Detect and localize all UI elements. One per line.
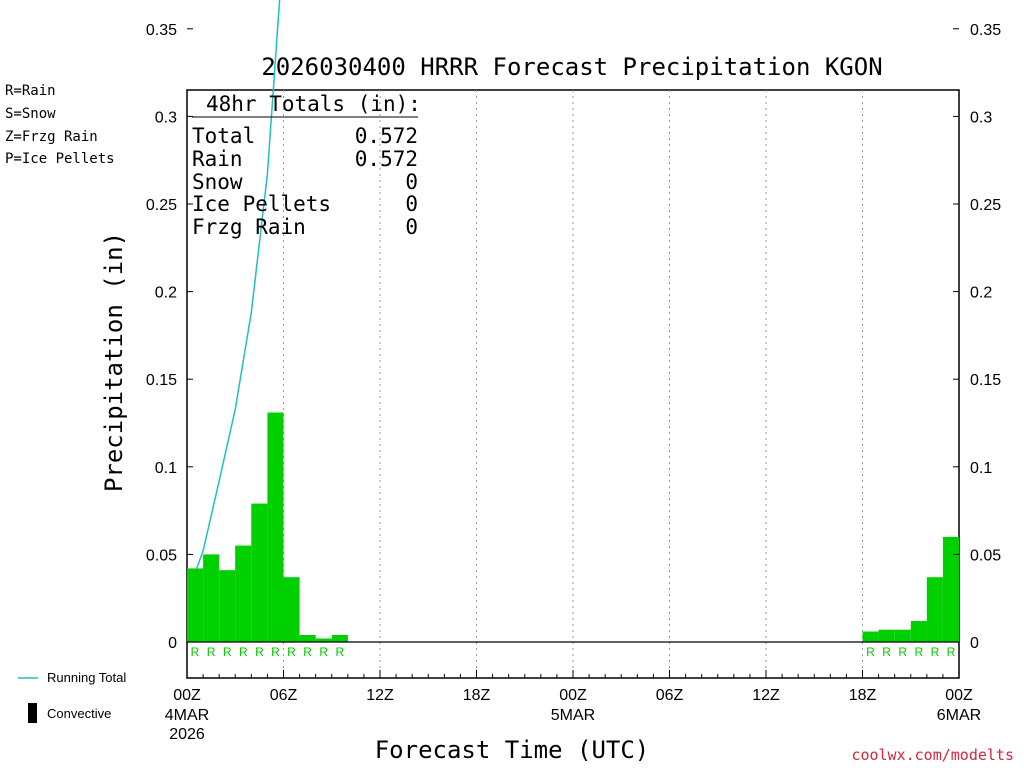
precip-bar (910, 621, 927, 642)
precip-bar (926, 577, 943, 642)
y-tick-label: 0.25 (146, 197, 177, 214)
precip-type-mark: R (207, 645, 216, 659)
x-tick-label: 06Z (270, 687, 298, 704)
y-tick-label: 0 (168, 635, 177, 652)
y-tick-label: 0.05 (970, 547, 1001, 564)
running-total-line (195, 0, 281, 569)
y-tick-label: 0.1 (155, 460, 177, 477)
precip-bar (862, 631, 879, 642)
x-tick-date: 6MAR (937, 707, 981, 724)
x-tick-label: 06Z (656, 687, 684, 704)
precip-bar (283, 577, 300, 642)
credit-text: coolwx.com/modelts (851, 746, 1014, 764)
precip-type-mark: R (866, 645, 875, 659)
x-tick-label: 18Z (849, 687, 877, 704)
precip-bar (331, 635, 348, 642)
key-snow: S=Snow (5, 106, 56, 122)
precip-bar (878, 629, 895, 642)
totals-row-value: 0.572 (355, 147, 418, 171)
x-tick-label: 00Z (173, 687, 201, 704)
precip-bar (299, 635, 316, 642)
totals-row-label: Snow (192, 170, 243, 194)
legend-running-total-label: Running Total (47, 670, 126, 685)
precip-bar (251, 503, 268, 642)
totals-row-label: Frzg Rain (192, 215, 306, 239)
precip-type-mark: R (255, 645, 264, 659)
totals-box: 48hr Totals (in): Total 0.572 Rain 0.572… (192, 92, 421, 239)
y-tick-label: 0.1 (970, 460, 992, 477)
precip-type-mark: R (303, 645, 312, 659)
precip-type-mark: R (287, 645, 296, 659)
precip-bar (187, 568, 204, 642)
totals-row-label: Total (192, 124, 255, 148)
y-tick-label: 0.05 (146, 547, 177, 564)
y-axis-right: 00.050.10.150.20.250.30.350.40.450.50.55… (953, 22, 1001, 652)
precip-type-mark: R (271, 645, 280, 659)
x-tick-label: 00Z (945, 687, 973, 704)
legend-convective-swatch (28, 703, 37, 723)
chart-legend: Running Total Convective (18, 670, 126, 723)
precip-bar (942, 536, 959, 642)
totals-row-label: Ice Pellets (192, 192, 331, 216)
y-tick-label: 0.3 (155, 109, 177, 126)
precip-bar (235, 545, 252, 642)
precip-type-mark: R (223, 645, 232, 659)
x-tick-year: 2026 (169, 726, 205, 743)
precip-type-mark: R (239, 645, 248, 659)
x-tick-label: 12Z (366, 687, 394, 704)
totals-row-value: 0 (405, 192, 418, 216)
y-tick-label: 0.15 (146, 372, 177, 389)
precip-type-mark: R (931, 645, 940, 659)
precip-type-key: R=Rain S=Snow Z=Frzg Rain P=Ice Pellets (5, 83, 115, 167)
y-axis-label: Precipitation (in) (100, 232, 128, 492)
totals-heading: 48hr Totals (in): (206, 92, 421, 116)
totals-row-value: 0 (405, 215, 418, 239)
x-axis: 00Z 4MAR 2026 06Z 12Z 18Z 00Z 5MAR 06Z 12Z 18Z 00Z 6… (165, 670, 981, 743)
totals-row-value: 0.572 (355, 124, 418, 148)
totals-row-label: Rain (192, 147, 243, 171)
x-tick-label: 18Z (463, 687, 491, 704)
y-tick-label: 0.2 (970, 285, 992, 302)
precip-bar (315, 638, 332, 642)
x-tick-date: 4MAR (165, 707, 209, 724)
x-axis-label: Forecast Time (UTC) (375, 736, 650, 764)
precip-type-mark: R (898, 645, 907, 659)
precip-bar (219, 570, 236, 642)
y-tick-label: 0.2 (155, 285, 177, 302)
precip-bar (203, 554, 220, 642)
chart-title: 2026030400 HRRR Forecast Precipitation K… (261, 53, 882, 81)
y-tick-label: 0 (970, 635, 979, 652)
y-tick-label: 0.3 (970, 109, 992, 126)
totals-row-value: 0 (405, 170, 418, 194)
y-tick-label: 0.35 (146, 22, 177, 39)
precip-bar (894, 629, 911, 642)
precip-type-mark: R (882, 645, 891, 659)
y-tick-label: 0.15 (970, 372, 1001, 389)
y-tick-label: 0.35 (970, 22, 1001, 39)
key-ice-pellets: P=Ice Pellets (5, 151, 115, 167)
x-tick-label: 00Z (559, 687, 587, 704)
x-tick-date: 5MAR (551, 707, 595, 724)
x-tick-label: 12Z (752, 687, 780, 704)
precip-bar (267, 412, 284, 642)
key-freezing-rain: Z=Frzg Rain (5, 129, 98, 145)
grid-lines (283, 90, 863, 678)
legend-convective-label: Convective (47, 706, 111, 721)
y-tick-label: 0.25 (970, 197, 1001, 214)
precip-type-mark: R (335, 645, 344, 659)
precip-type-mark: R (947, 645, 956, 659)
hourly-precip-bars (187, 412, 959, 642)
precip-type-mark: R (914, 645, 923, 659)
y-axis-left: 00.050.10.150.20.250.30.350.40.450.50.55… (146, 22, 193, 652)
precip-type-mark: R (191, 645, 200, 659)
precip-type-mark: R (319, 645, 328, 659)
key-rain: R=Rain (5, 83, 56, 99)
